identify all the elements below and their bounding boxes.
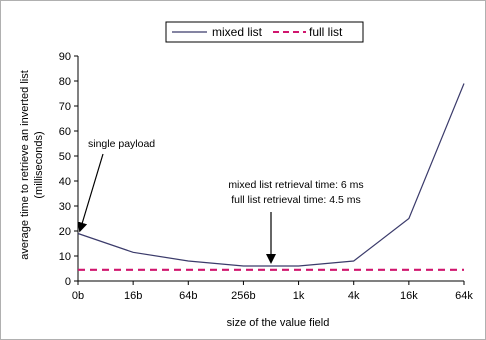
legend: mixed list full list xyxy=(165,21,364,43)
y-tick-label: 80 xyxy=(59,76,71,88)
y-tick-label: 40 xyxy=(59,176,71,188)
y-tick-label: 50 xyxy=(59,151,71,163)
data-point-mixed-list xyxy=(243,265,245,267)
x-tick-label: 256b xyxy=(231,290,255,302)
x-tick-label: 16b xyxy=(124,290,142,302)
annotation-single-payload: single payload xyxy=(88,138,155,150)
data-point-mixed-list xyxy=(187,260,189,262)
x-tick-label: 64k xyxy=(455,290,473,302)
data-point-full-list xyxy=(298,269,300,271)
y-tick-label: 60 xyxy=(59,126,71,138)
y-tick-label: 10 xyxy=(59,251,71,263)
data-point-mixed-list xyxy=(298,265,300,267)
y-axis-title: average time to retrieve an inverted lis… xyxy=(19,70,45,260)
legend-label-full-list: full list xyxy=(309,25,343,39)
data-point-full-list xyxy=(408,269,410,271)
data-point-mixed-list xyxy=(77,233,79,235)
data-point-mixed-list xyxy=(132,251,134,253)
x-tick-label: 4k xyxy=(348,290,360,302)
y-tick-label: 20 xyxy=(59,226,71,238)
y-tick-label: 30 xyxy=(59,201,71,213)
x-tick-label: 0b xyxy=(72,290,84,302)
data-point-full-list xyxy=(77,269,79,271)
y-axis-title-line-1: average time to retrieve an inverted lis… xyxy=(19,70,31,260)
annotations: single payload mixed list retrieval time:… xyxy=(77,138,364,264)
data-point-full-list xyxy=(243,269,245,271)
series-line-mixed-list xyxy=(77,83,465,267)
data-point-full-list xyxy=(187,269,189,271)
data-point-mixed-list xyxy=(463,83,465,85)
y-tick-label: 90 xyxy=(59,51,71,63)
x-tick-label: 16k xyxy=(400,290,418,302)
x-tick-label: 64b xyxy=(179,290,197,302)
annotation-retrieval-times-line: full list retrieval time: 4.5 ms xyxy=(231,194,361,206)
data-point-full-list xyxy=(132,269,134,271)
data-point-full-list xyxy=(463,269,465,271)
axes: 0 10 20 30 40 50 60 70 80 90 0b 16b 64b 256b 1k 4k 16k 64… xyxy=(59,51,474,302)
y-axis-title-line-2: (milliseconds) xyxy=(33,131,45,198)
series xyxy=(77,83,465,271)
data-point-full-list xyxy=(353,269,355,271)
x-tick-label: 1k xyxy=(293,290,305,302)
legend-label-mixed-list: mixed list xyxy=(212,25,263,39)
y-tick-label: 0 xyxy=(65,276,71,288)
annotation-retrieval-times-line: mixed list retrieval time: 6 ms xyxy=(228,179,363,191)
annotation-arrow-single-payload xyxy=(77,153,104,233)
legend-box xyxy=(165,21,364,43)
y-tick-label: 70 xyxy=(59,101,71,113)
annotation-retrieval-times: mixed list retrieval time: 6 ms full list… xyxy=(228,179,363,206)
data-point-mixed-list xyxy=(353,260,355,262)
data-point-mixed-list xyxy=(408,218,410,220)
x-axis-title: size of the value field xyxy=(227,317,330,329)
